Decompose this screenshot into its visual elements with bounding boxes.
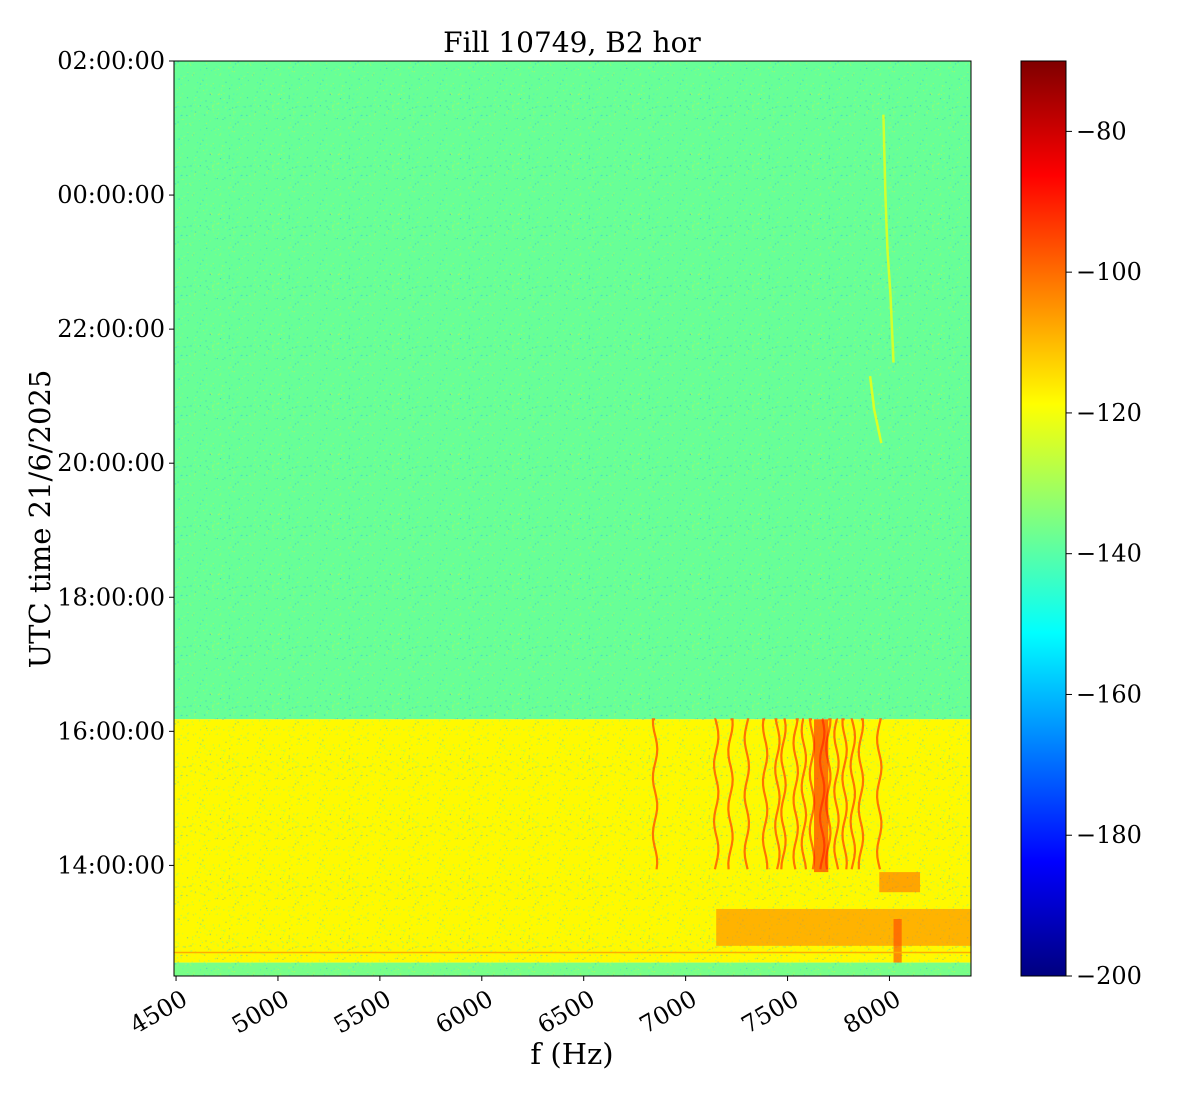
colorbar-tick-label-5: −180 bbox=[1076, 821, 1142, 849]
plot-area bbox=[174, 61, 971, 976]
colorbar-tick-label-2: −120 bbox=[1076, 399, 1142, 427]
band-feature-2 bbox=[716, 908, 971, 946]
x-tick-label-0: 4500 bbox=[125, 985, 192, 1040]
curve-feature-6 bbox=[868, 375, 883, 444]
y-tick-label-1: 16:00:00 bbox=[57, 717, 165, 745]
x-tick-label-6: 7500 bbox=[737, 985, 804, 1040]
x-tick-label-2: 5500 bbox=[329, 985, 396, 1040]
colorbar-tick-label-0: −80 bbox=[1076, 117, 1127, 145]
line-feature-0-5 bbox=[774, 718, 781, 870]
y-tick-label-2: 18:00:00 bbox=[57, 583, 165, 611]
line-feature-0-7 bbox=[792, 718, 800, 870]
y-tick-label-5: 00:00:00 bbox=[57, 181, 165, 209]
line-feature-0-0 bbox=[651, 718, 659, 870]
noise-texture bbox=[174, 61, 971, 976]
y-tick-label-6: 02:00:00 bbox=[57, 47, 165, 75]
colorbar: −80 −100 −120 −140 −160 −180 −200 bbox=[1020, 60, 1142, 990]
y-axis-label: UTC time 21/6/2025 bbox=[23, 370, 57, 669]
x-axis-label: f (Hz) bbox=[530, 1037, 613, 1071]
line-feature-0-8 bbox=[800, 718, 808, 870]
line-feature-0-12 bbox=[833, 718, 840, 870]
colorbar-tick-label-6: −200 bbox=[1076, 962, 1142, 990]
line-feature-0-15 bbox=[857, 718, 865, 870]
colorbar-tick-label-4: −160 bbox=[1076, 680, 1142, 708]
band-feature-3 bbox=[879, 872, 921, 893]
y-tick-label-4: 22:00:00 bbox=[57, 315, 165, 343]
line-feature-0-16 bbox=[875, 718, 883, 870]
line-feature-0-9 bbox=[808, 718, 816, 870]
line-feature-0-3 bbox=[743, 718, 751, 870]
line-feature-0-1 bbox=[712, 718, 720, 870]
line-feature-0-2 bbox=[727, 718, 734, 870]
spectrogram-features bbox=[174, 114, 971, 963]
x-tick-label-5: 7000 bbox=[635, 985, 702, 1040]
colorbar-gradient bbox=[1020, 60, 1067, 977]
x-tick-label-4: 6500 bbox=[533, 985, 600, 1040]
band-feature-4 bbox=[893, 919, 902, 963]
line-feature-0-6 bbox=[780, 718, 787, 870]
x-tick-label-3: 6000 bbox=[431, 985, 498, 1040]
y-tick-label-0: 14:00:00 bbox=[57, 851, 165, 879]
line-feature-0-14 bbox=[849, 718, 857, 870]
colorbar-ticks: −80 −100 −120 −140 −160 −180 −200 bbox=[1066, 117, 1142, 990]
x-tick-label-7: 8000 bbox=[839, 985, 906, 1040]
band-feature-1 bbox=[814, 719, 829, 873]
y-tick-label-3: 20:00:00 bbox=[57, 449, 165, 477]
line-feature-0-13 bbox=[841, 718, 848, 870]
chart-title: Fill 10749, B2 hor bbox=[443, 26, 701, 59]
curve-feature-7 bbox=[882, 114, 895, 363]
colorbar-tick-label-3: −140 bbox=[1076, 540, 1142, 568]
x-tick-label-1: 5000 bbox=[227, 985, 294, 1040]
plot-frame bbox=[173, 60, 972, 977]
y-axis: 14:00:00 16:00:00 18:00:00 20:00:00 22:00:00… bbox=[57, 47, 174, 879]
x-axis: 4500 5000 5500 6000 6500 7000 7500 8000 bbox=[125, 976, 905, 1039]
colorbar-tick-label-1: −100 bbox=[1076, 258, 1142, 286]
line-feature-0-4 bbox=[761, 718, 769, 870]
